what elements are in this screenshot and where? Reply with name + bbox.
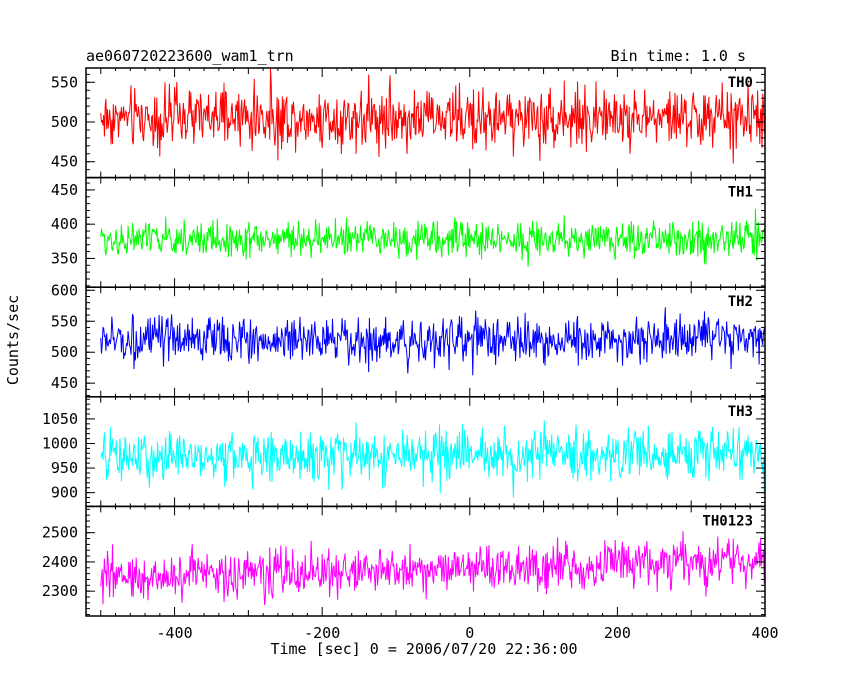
y-tick-label: 600	[51, 281, 78, 299]
panel-th0: 450 500 550 TH0	[51, 67, 766, 179]
y-tick-label: 500	[51, 113, 78, 131]
y-tick-label: 2500	[42, 524, 78, 542]
x-tick-label: -400	[157, 624, 193, 642]
y-tick-label: 500	[51, 343, 78, 361]
y-tick-label: 550	[51, 312, 78, 330]
series-th2-line	[100, 307, 765, 376]
panel-th3: 900 950 1000 1050 TH3	[42, 396, 766, 508]
y-tick-label: 450	[51, 181, 78, 199]
panel-th1: 350 400 450 TH1	[51, 176, 766, 288]
x-axis-title: Time [sec] 0 = 2006/07/20 22:36:00	[270, 640, 577, 658]
y-tick-label: 950	[51, 459, 78, 477]
y-tick-label: 2400	[42, 553, 78, 571]
panel-label-th1: TH1	[728, 185, 753, 201]
y-tick-label: 350	[51, 249, 78, 267]
x-tick-label: 400	[751, 624, 778, 642]
panel-th2: 450 500 550 600 TH2	[51, 281, 766, 398]
panels-group: 450 500 550 TH0 350 400 450 TH1 450 500 550 600 TH2 9…	[42, 67, 766, 617]
y-tick-label: 900	[51, 484, 78, 502]
y-tick-label: 1000	[42, 434, 78, 452]
x-tick-label: 0	[465, 624, 474, 642]
x-tick-label: -200	[304, 624, 340, 642]
series-th0-line	[100, 68, 765, 164]
panel-th0123: 2300 2400 2500 TH0123	[42, 505, 766, 617]
series-th1-line	[100, 208, 765, 267]
x-tick-label: 200	[604, 624, 631, 642]
series-th0123-line	[100, 531, 765, 606]
panel-label-th3: TH3	[728, 404, 753, 420]
series-th3-line	[100, 420, 765, 498]
bin-time-label: Bin time: 1.0 s	[611, 47, 746, 65]
panel-label-th0: TH0	[728, 75, 753, 91]
panel-label-th0123: TH0123	[702, 513, 753, 529]
y-tick-label: 450	[51, 374, 78, 392]
y-tick-label: 550	[51, 73, 78, 91]
panel-label-th2: TH2	[728, 294, 753, 310]
y-tick-label: 450	[51, 153, 78, 171]
y-tick-label: 400	[51, 215, 78, 233]
x-axis: -400 -200 0 200 400	[157, 624, 779, 642]
y-tick-label: 2300	[42, 582, 78, 600]
y-tick-label: 1050	[42, 410, 78, 428]
plot-title: ae060720223600_wam1_trn	[86, 47, 294, 65]
y-axis-title: Counts/sec	[4, 295, 22, 385]
